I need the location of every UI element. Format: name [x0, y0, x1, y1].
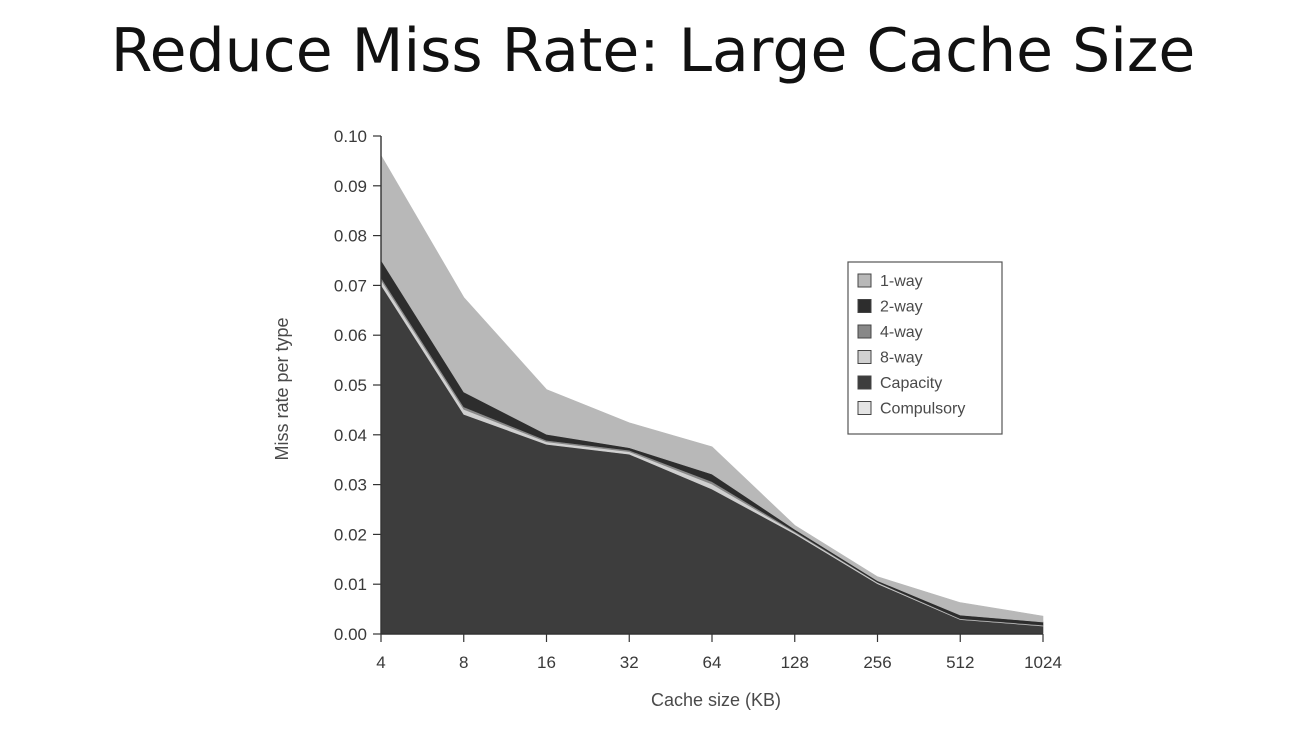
x-tick-label: 32	[620, 653, 639, 672]
y-tick-label: 0.10	[334, 127, 367, 146]
x-tick-label: 16	[537, 653, 556, 672]
y-tick-label: 0.09	[334, 177, 367, 196]
legend-swatch	[857, 350, 872, 364]
legend-label: Capacity	[880, 375, 942, 392]
y-tick-label: 0.05	[334, 376, 367, 395]
y-tick-label: 0.02	[334, 525, 367, 544]
y-axis-title: Miss rate per type	[272, 317, 292, 460]
y-tick-label: 0.00	[334, 625, 367, 644]
x-tick-label: 64	[703, 653, 722, 672]
legend-swatch	[857, 375, 872, 390]
legend-label: 8-way	[880, 350, 923, 367]
chart-legend: 1-way 2-way 4-way 8-way Capacity Compulsory	[847, 261, 1003, 435]
area-1-way	[380, 154, 1044, 623]
y-tick-label: 0.07	[334, 276, 367, 295]
legend-label: 4-way	[880, 324, 923, 341]
legend-swatch	[857, 324, 872, 339]
x-tick-label: 512	[946, 653, 974, 672]
y-tick-label: 0.04	[334, 426, 367, 445]
x-tick-label: 1024	[1024, 653, 1062, 672]
legend-swatch	[857, 401, 872, 415]
y-tick-label: 0.03	[334, 476, 367, 495]
x-tick-label: 128	[781, 653, 809, 672]
legend-label: 1-way	[880, 273, 923, 290]
y-tick-label: 0.08	[334, 227, 367, 246]
x-axis-ticks: 4 8 16 32 64 128 256 512 1024	[376, 634, 1062, 672]
legend-swatch	[857, 273, 872, 288]
x-tick-label: 4	[376, 653, 385, 672]
y-tick-label: 0.06	[334, 326, 367, 345]
y-axis-ticks: 0.00 0.01 0.02 0.03 0.04 0.05 0.06 0.07 0.08 0.09…	[334, 127, 381, 644]
x-axis-title: Cache size (KB)	[651, 690, 781, 710]
legend-box	[847, 261, 1003, 435]
x-tick-label: 8	[459, 653, 468, 672]
legend-label: 2-way	[880, 299, 923, 316]
x-tick-label: 256	[863, 653, 891, 672]
legend-label: Compulsory	[880, 401, 965, 418]
y-tick-label: 0.01	[334, 575, 367, 594]
legend-swatch	[857, 299, 872, 313]
slide-title: Reduce Miss Rate: Large Cache Size	[110, 16, 1196, 86]
